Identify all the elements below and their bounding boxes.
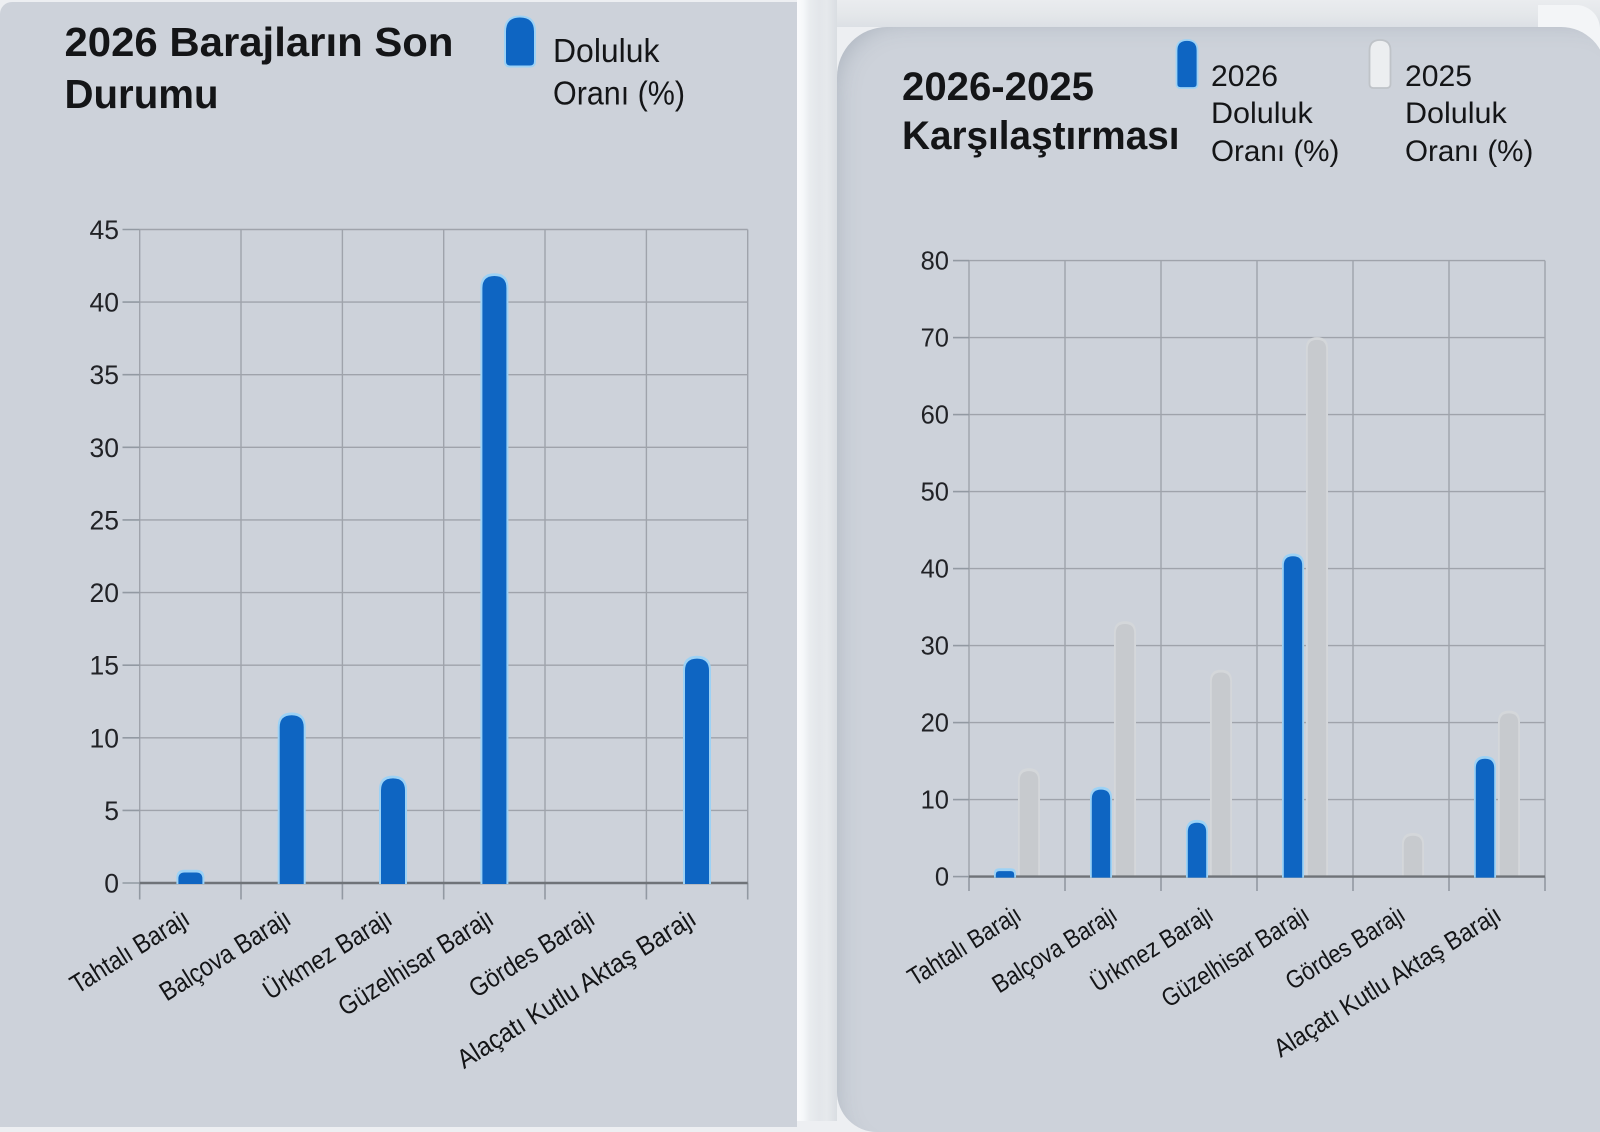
svg-text:25: 25 <box>90 505 119 535</box>
svg-text:Oranı (%): Oranı (%) <box>1211 135 1339 168</box>
svg-text:20: 20 <box>90 578 119 608</box>
svg-text:2026 Barajların Son: 2026 Barajların Son <box>65 19 454 65</box>
svg-text:15: 15 <box>90 651 119 681</box>
svg-text:2026: 2026 <box>1211 60 1278 93</box>
svg-text:30: 30 <box>90 433 119 463</box>
svg-text:Doluluk: Doluluk <box>1405 97 1508 130</box>
svg-text:10: 10 <box>921 787 949 815</box>
svg-text:Karşılaştırması: Karşılaştırması <box>902 114 1180 158</box>
svg-text:Oranı (%): Oranı (%) <box>1405 135 1533 168</box>
svg-text:40: 40 <box>921 556 949 584</box>
svg-text:10: 10 <box>90 723 119 753</box>
svg-text:Doluluk: Doluluk <box>553 32 660 69</box>
svg-text:50: 50 <box>921 479 949 507</box>
svg-text:30: 30 <box>921 633 949 661</box>
svg-text:70: 70 <box>921 325 949 353</box>
svg-text:35: 35 <box>90 360 119 390</box>
svg-text:5: 5 <box>104 796 119 826</box>
svg-text:2026-2025: 2026-2025 <box>902 65 1094 109</box>
svg-text:45: 45 <box>90 215 119 245</box>
svg-text:0: 0 <box>104 869 119 899</box>
svg-text:40: 40 <box>90 288 119 318</box>
svg-text:60: 60 <box>921 402 949 430</box>
svg-text:0: 0 <box>935 864 949 892</box>
svg-text:20: 20 <box>921 710 949 738</box>
svg-text:Durumu: Durumu <box>65 71 219 117</box>
svg-text:2025: 2025 <box>1405 60 1472 93</box>
svg-text:Doluluk: Doluluk <box>1211 97 1314 130</box>
svg-text:80: 80 <box>921 248 949 276</box>
svg-text:Oranı (%): Oranı (%) <box>553 75 685 112</box>
